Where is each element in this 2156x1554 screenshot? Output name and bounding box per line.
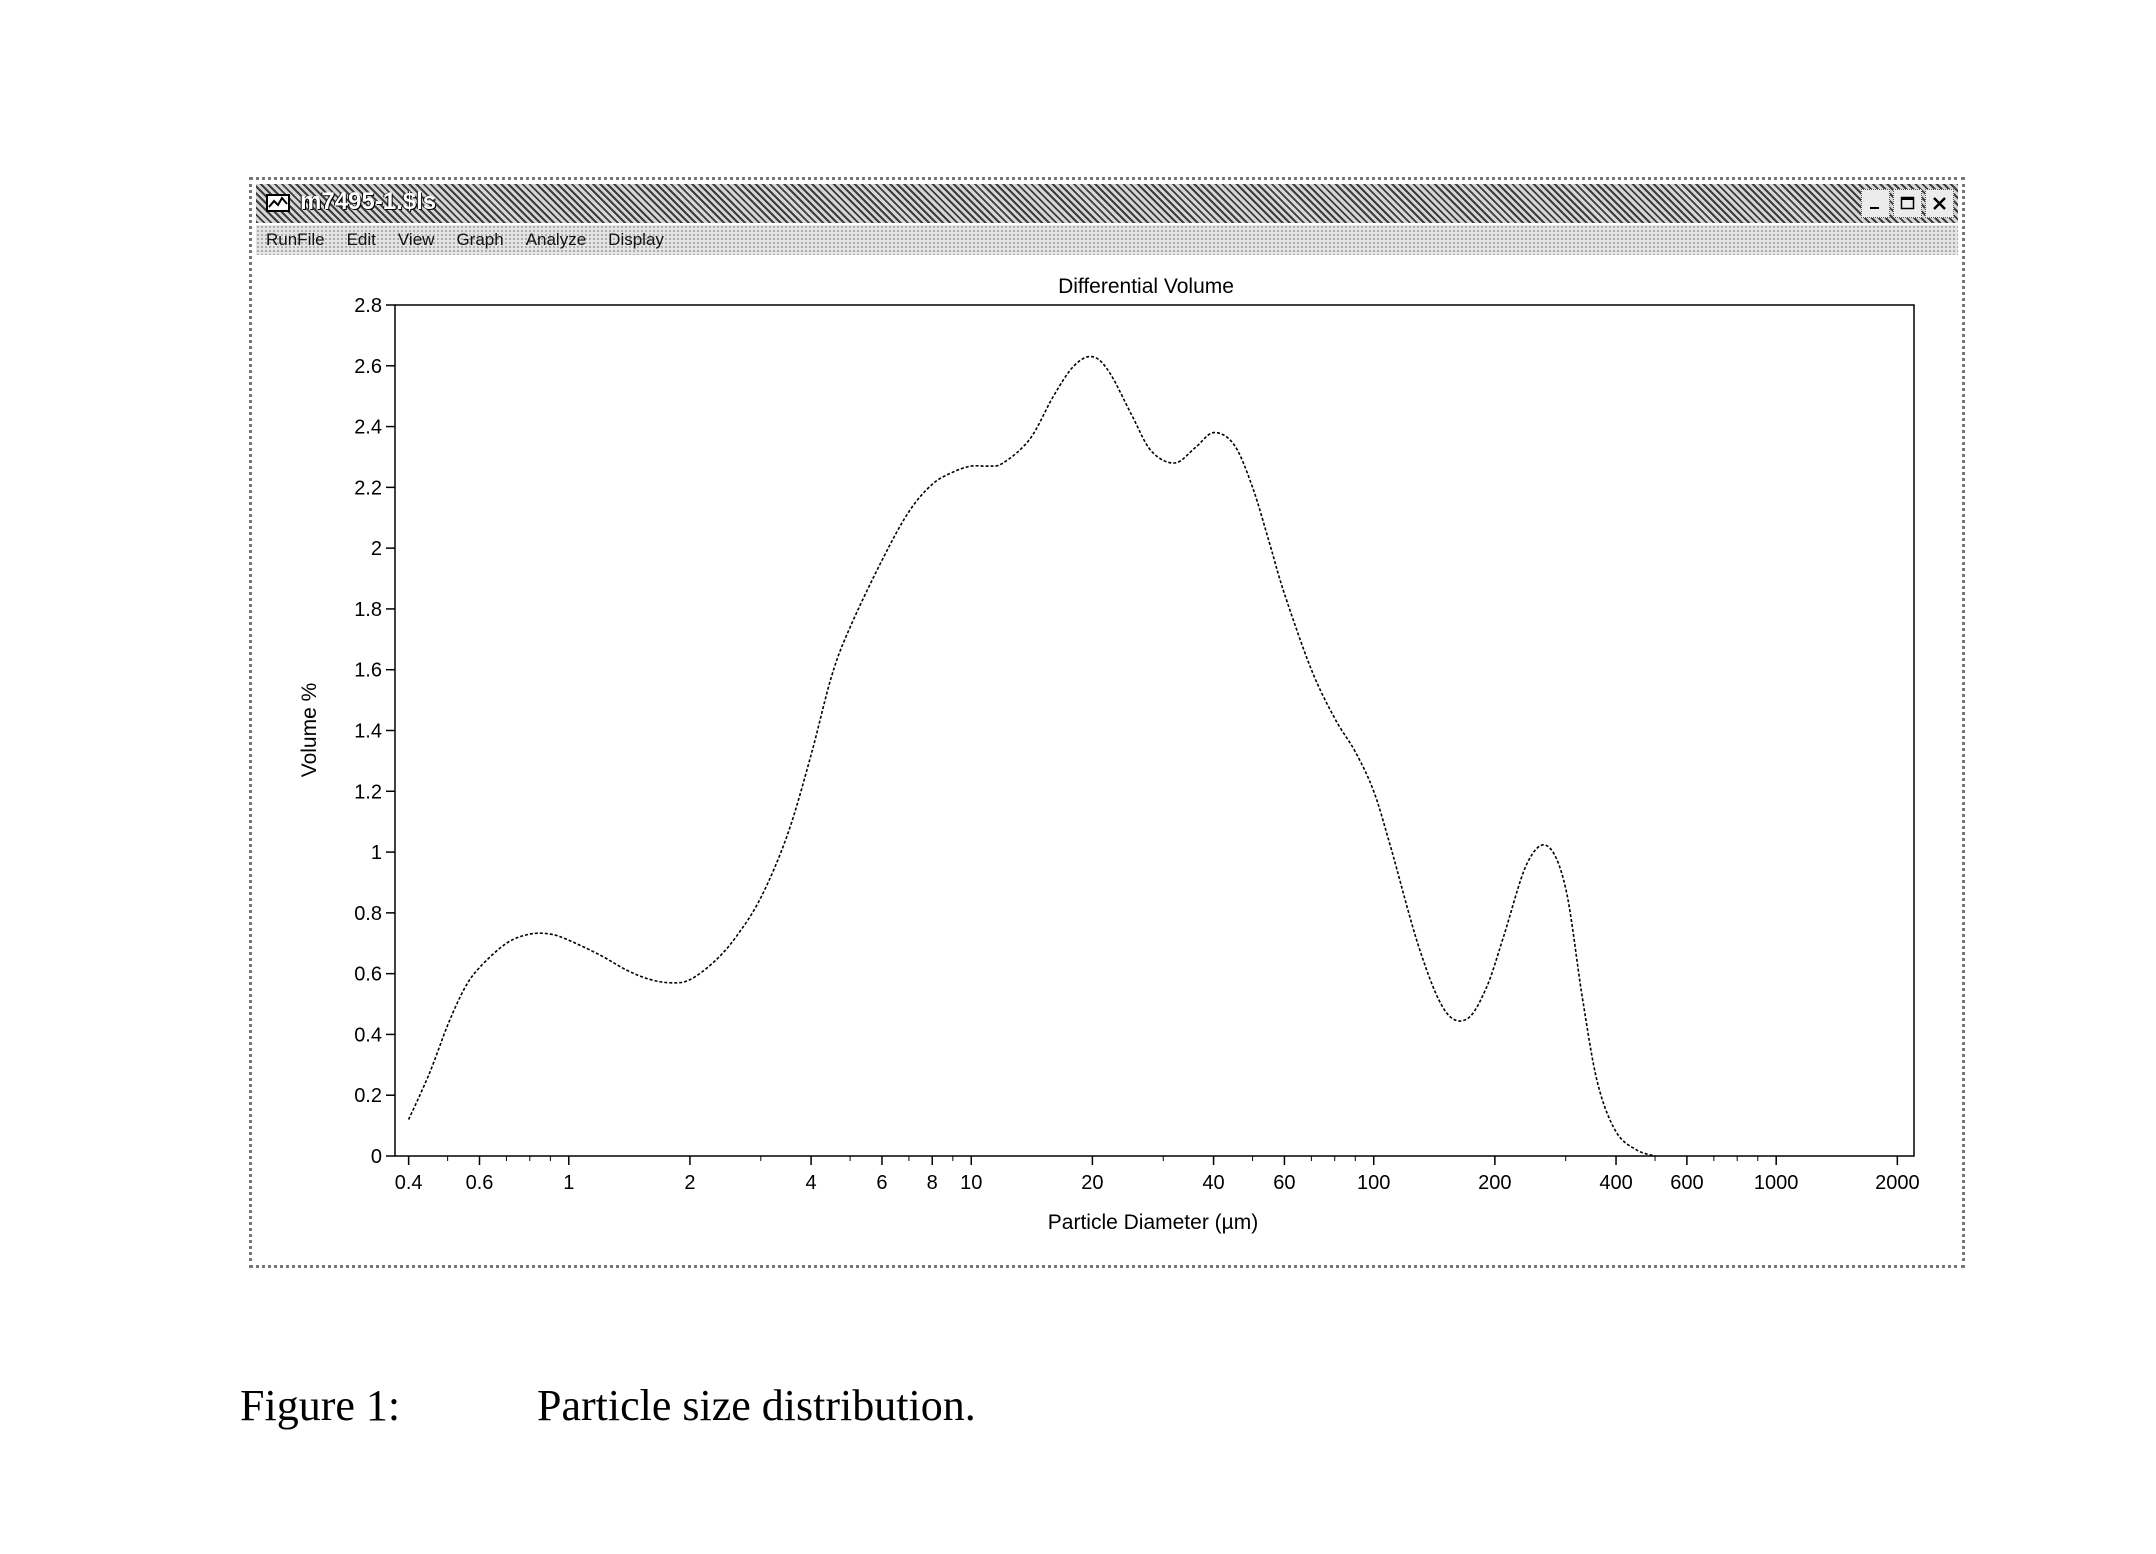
x-tick-label: 200 — [1478, 1172, 1511, 1194]
x-tick-label: 8 — [927, 1172, 938, 1194]
x-tick-label: 600 — [1670, 1172, 1703, 1194]
y-tick-label: 0.8 — [354, 903, 382, 925]
x-axis-label: Particle Diameter (µm) — [1048, 1211, 1258, 1234]
y-tick-label: 2.4 — [354, 417, 382, 439]
x-tick-label: 400 — [1599, 1172, 1632, 1194]
caption-number: Figure 1: — [240, 1380, 400, 1431]
y-axis: 0 0.2 0.4 0.6 0.8 1 1.2 1.4 1.6 1.8 2 2.2 2.4 2.6 2.8 — [354, 295, 395, 1168]
y-tick-label: 2 — [371, 538, 382, 560]
chart-title: Differential Volume — [1058, 275, 1234, 298]
x-tick-label: 2000 — [1875, 1172, 1920, 1194]
x-axis: 0.4 0.6 1 2 4 6 8 10 20 40 60 100 200 400 600 1000 2000 — [395, 1156, 1920, 1194]
y-tick-label: 2.6 — [354, 356, 382, 378]
series-layer — [409, 357, 1655, 1156]
x-tick-label: 100 — [1357, 1172, 1390, 1194]
x-tick-label: 10 — [960, 1172, 982, 1194]
y-tick-label: 0.2 — [354, 1085, 382, 1107]
y-tick-label: 1.6 — [354, 660, 382, 682]
y-tick-label: 0.6 — [354, 964, 382, 986]
x-tick-label: 0.6 — [466, 1172, 494, 1194]
y-tick-label: 1 — [371, 842, 382, 864]
y-tick-label: 1.8 — [354, 599, 382, 621]
x-tick-label: 6 — [876, 1172, 887, 1194]
caption-text: Particle size distribution. — [537, 1380, 976, 1431]
x-tick-label: 4 — [806, 1172, 817, 1194]
x-tick-label: 1000 — [1754, 1172, 1799, 1194]
y-tick-label: 0.4 — [354, 1024, 382, 1046]
x-tick-label: 60 — [1273, 1172, 1295, 1194]
y-tick-label: 2.2 — [354, 477, 382, 499]
x-tick-label: 2 — [684, 1172, 695, 1194]
x-tick-label: 40 — [1202, 1172, 1224, 1194]
x-tick-label: 20 — [1081, 1172, 1103, 1194]
volume-series-line — [409, 357, 1655, 1156]
x-tick-label: 0.4 — [395, 1172, 423, 1194]
y-tick-label: 0 — [371, 1146, 382, 1168]
y-tick-label: 2.8 — [354, 295, 382, 317]
x-tick-label: 1 — [563, 1172, 574, 1194]
plot-frame — [395, 305, 1914, 1156]
y-axis-label: Volume % — [298, 683, 321, 778]
y-tick-label: 1.2 — [354, 781, 382, 803]
y-tick-label: 1.4 — [354, 721, 382, 743]
